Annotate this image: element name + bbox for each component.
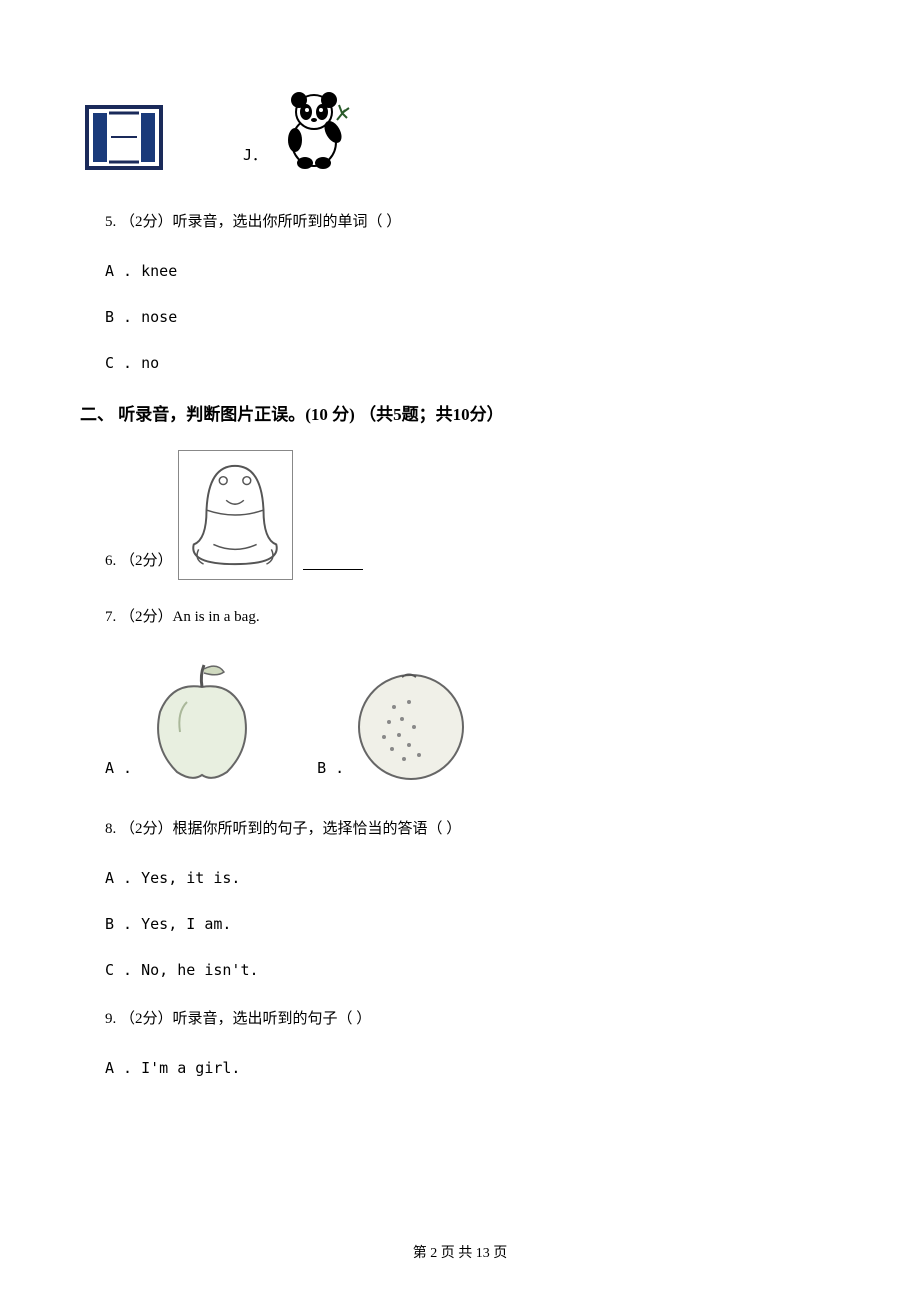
- q9-option-a: A . I'm a girl.: [105, 1059, 835, 1077]
- q7-label-b: B .: [317, 759, 344, 782]
- question-7: 7. （2分）An is in a bag.: [105, 605, 835, 629]
- window-icon: [85, 105, 163, 170]
- q5-option-c: C . no: [105, 354, 835, 372]
- orange-icon: [354, 667, 469, 782]
- panda-icon: [277, 90, 352, 170]
- question-5: 5. （2分）听录音，选出你所听到的单词（ ）: [105, 210, 835, 234]
- q5-option-b: B . nose: [105, 308, 835, 326]
- question-6-label: 6. （2分）: [105, 549, 173, 580]
- q8-option-b: B . Yes, I am.: [105, 915, 835, 933]
- section-2-header: 二、 听录音，判断图片正误。(10 分) （共5题；共10分）: [80, 400, 835, 425]
- page-footer: 第 2 页 共 13 页: [0, 1242, 920, 1262]
- q8-option-a: A . Yes, it is.: [105, 869, 835, 887]
- q8-option-c: C . No, he isn't.: [105, 961, 835, 979]
- hat-image: [178, 450, 293, 580]
- j-option-label: J．: [243, 144, 267, 170]
- q6-blank: [303, 569, 363, 570]
- question-9: 9. （2分）听录音，选出听到的句子（ ）: [105, 1007, 835, 1031]
- apple-icon: [142, 657, 262, 782]
- question-6-row: 6. （2分）: [105, 450, 835, 580]
- question-8: 8. （2分）根据你所听到的句子，选择恰当的答语（ ）: [105, 817, 835, 841]
- q5-option-a: A . knee: [105, 262, 835, 280]
- image-row-top: J．: [85, 90, 835, 170]
- q7-label-a: A .: [105, 759, 132, 782]
- question-7-options: A . B .: [105, 657, 835, 782]
